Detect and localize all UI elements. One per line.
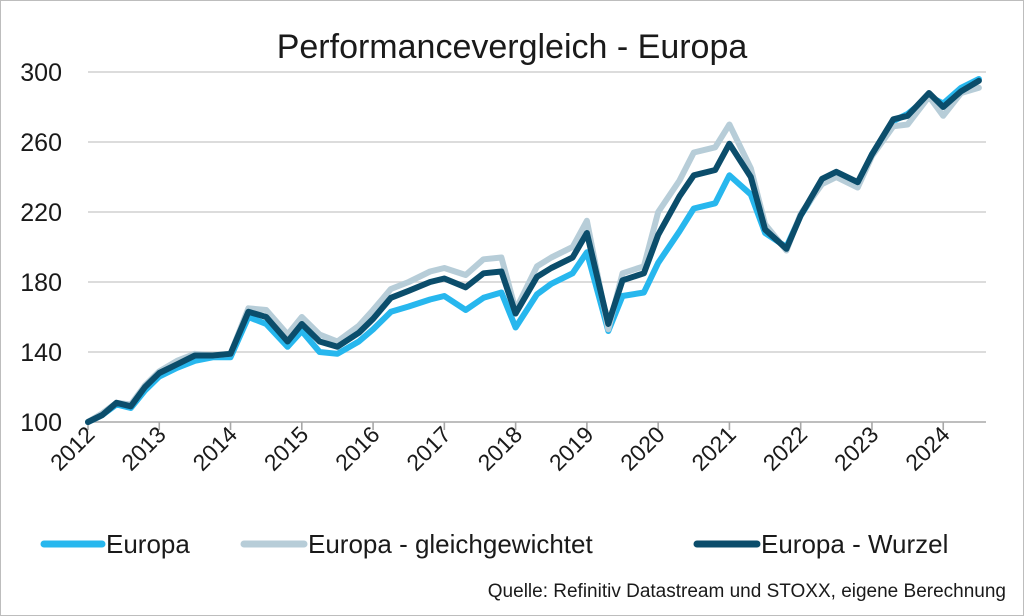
series-line-gleich xyxy=(85,84,982,425)
series-line-europa xyxy=(85,76,982,425)
x-tick-label: 2024 xyxy=(900,421,955,476)
legend-label-europa: Europa xyxy=(106,529,190,559)
y-tick-label: 300 xyxy=(20,59,62,87)
x-tick-label: 2023 xyxy=(829,421,884,476)
source-note: Quelle: Refinitiv Datastream und STOXX, … xyxy=(488,581,1006,602)
y-axis-ticks: 100 140 180 220 260 300 xyxy=(20,59,62,437)
x-tick-label: 2014 xyxy=(188,421,243,476)
y-tick-label: 100 xyxy=(20,409,62,437)
gridlines xyxy=(88,71,986,353)
x-tick-label: 2015 xyxy=(259,421,314,476)
x-tick-label: 2017 xyxy=(401,421,456,476)
series-line-wurzel xyxy=(85,77,982,425)
x-tick-label: 2022 xyxy=(758,421,813,476)
legend-label-wurzel: Europa - Wurzel xyxy=(761,529,948,559)
y-tick-label: 220 xyxy=(20,199,62,227)
x-tick-label: 2019 xyxy=(544,421,599,476)
x-tick-label: 2021 xyxy=(686,421,741,476)
y-tick-label: 140 xyxy=(20,339,62,367)
x-tick-label: 2018 xyxy=(473,421,528,476)
x-tick-label: 2013 xyxy=(116,421,171,476)
legend-label-gleich: Europa - gleichgewichtet xyxy=(308,529,593,559)
y-tick-label: 180 xyxy=(20,269,62,297)
x-tick-label: 2020 xyxy=(615,421,670,476)
legend: Europa Europa - gleichgewichtet Europa - W… xyxy=(40,529,948,559)
x-axis: 2012 2013 2014 2015 2016 2017 2018 2019 2020 2021… xyxy=(45,421,986,476)
series-lines xyxy=(85,76,982,425)
x-tick-label: 2016 xyxy=(330,421,385,476)
y-tick-label: 260 xyxy=(20,129,62,157)
chart-title: Performancevergleich - Europa xyxy=(277,28,748,66)
